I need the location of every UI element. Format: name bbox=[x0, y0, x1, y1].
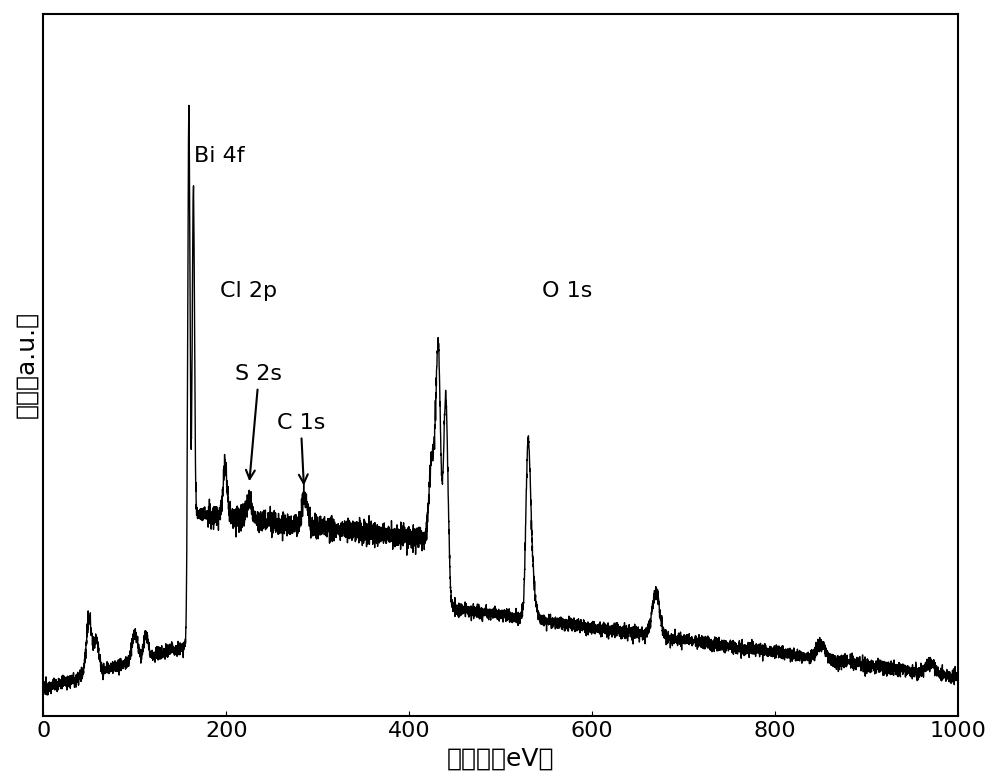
X-axis label: 结合能（eV）: 结合能（eV） bbox=[447, 746, 554, 770]
Text: O 1s: O 1s bbox=[542, 281, 592, 301]
Text: Cl 2p: Cl 2p bbox=[220, 281, 277, 301]
Text: S 2s: S 2s bbox=[235, 364, 282, 479]
Text: C 1s: C 1s bbox=[277, 413, 325, 484]
Y-axis label: 强度（a.u.）: 强度（a.u.） bbox=[14, 311, 38, 419]
Text: Bi 4f: Bi 4f bbox=[194, 147, 245, 166]
